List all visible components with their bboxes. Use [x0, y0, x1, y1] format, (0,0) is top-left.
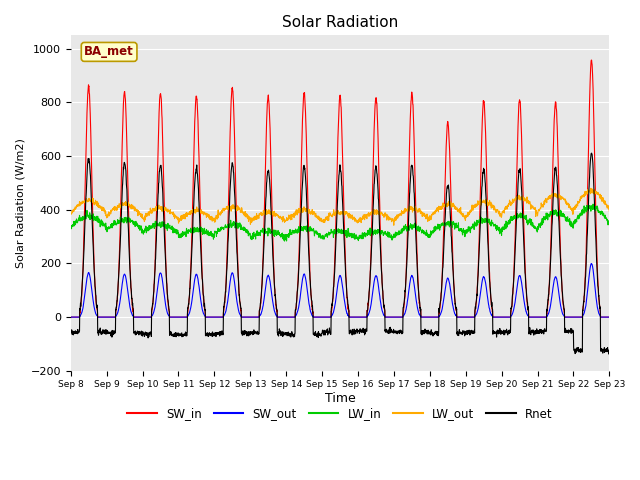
LW_out: [367, 212, 375, 217]
LW_in: [497, 228, 504, 234]
Rnet: [605, 348, 613, 354]
LW_out: [605, 208, 613, 214]
SW_in: [356, 314, 364, 320]
Text: BA_met: BA_met: [84, 46, 134, 59]
Line: Rnet: Rnet: [71, 153, 609, 354]
SW_out: [558, 308, 566, 313]
SW_in: [497, 314, 504, 320]
Rnet: [573, 345, 580, 351]
LW_in: [356, 235, 364, 241]
LW_in: [558, 210, 566, 216]
SW_out: [356, 314, 364, 320]
SW_in: [573, 314, 580, 320]
LW_in: [67, 224, 75, 229]
LW_out: [497, 212, 504, 218]
LW_in: [367, 230, 375, 236]
LW_out: [573, 201, 580, 207]
SW_out: [367, 301, 375, 307]
Title: Solar Radiation: Solar Radiation: [282, 15, 398, 30]
Line: LW_out: LW_out: [71, 188, 609, 225]
Rnet: [367, 254, 375, 260]
Rnet: [497, 328, 504, 334]
Legend: SW_in, SW_out, LW_in, LW_out, Rnet: SW_in, SW_out, LW_in, LW_out, Rnet: [122, 403, 557, 425]
Rnet: [588, 150, 595, 156]
LW_in: [281, 238, 289, 244]
SW_out: [67, 314, 75, 320]
SW_out: [588, 261, 595, 266]
Rnet: [217, 332, 225, 338]
LW_out: [67, 211, 75, 216]
SW_in: [67, 314, 75, 320]
SW_out: [497, 314, 504, 320]
X-axis label: Time: Time: [324, 392, 355, 405]
LW_out: [587, 185, 595, 191]
Line: SW_in: SW_in: [71, 60, 609, 317]
Line: LW_in: LW_in: [71, 204, 609, 241]
Rnet: [356, 331, 364, 336]
LW_out: [558, 194, 566, 200]
LW_out: [217, 210, 225, 216]
SW_in: [367, 246, 375, 252]
Rnet: [558, 280, 566, 286]
SW_in: [605, 314, 613, 320]
SW_in: [558, 279, 566, 285]
SW_in: [588, 57, 595, 63]
SW_out: [573, 314, 580, 320]
LW_out: [356, 218, 364, 224]
Y-axis label: Solar Radiation (W/m2): Solar Radiation (W/m2): [15, 138, 25, 268]
Rnet: [67, 330, 75, 336]
SW_out: [217, 314, 225, 320]
Line: SW_out: SW_out: [71, 264, 609, 317]
LW_in: [605, 220, 613, 226]
LW_out: [390, 222, 397, 228]
LW_in: [217, 225, 225, 230]
LW_in: [573, 216, 580, 221]
SW_in: [217, 314, 225, 320]
LW_in: [589, 201, 597, 207]
Rnet: [605, 351, 612, 357]
SW_out: [605, 314, 613, 320]
